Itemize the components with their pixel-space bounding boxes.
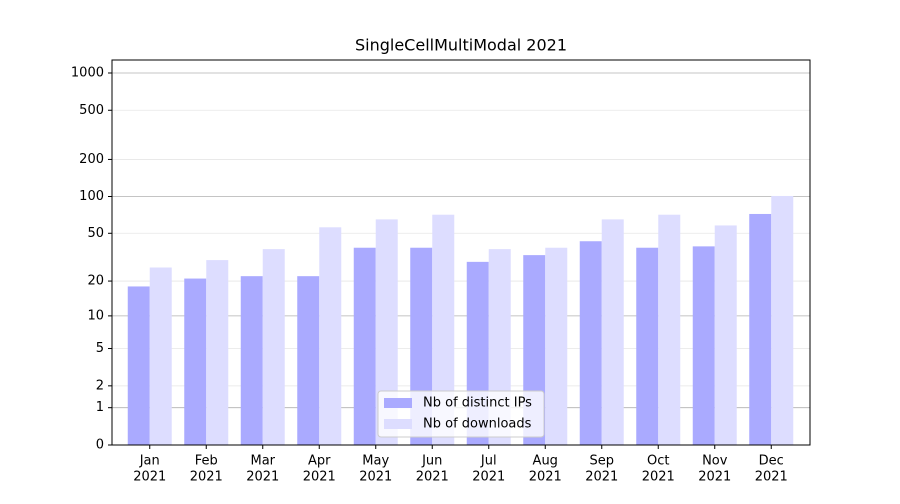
x-tick-label: 2021 (755, 470, 788, 485)
y-tick-label: 200 (79, 152, 104, 167)
bars (127, 195, 794, 445)
bar (206, 260, 229, 445)
bar (432, 214, 455, 445)
axes-frame (111, 59, 811, 446)
bar (545, 247, 568, 445)
legend-label: Nb of downloads (423, 417, 532, 432)
x-tick-label: 2021 (246, 470, 279, 485)
bar (714, 225, 737, 445)
legend-label: Nb of distinct IPs (423, 396, 532, 411)
bar (771, 195, 794, 445)
bar (579, 241, 602, 445)
y-tick-label: 5 (96, 341, 104, 356)
bar (636, 247, 659, 445)
axes: 01251020501002005001000Jan2021Feb2021Mar… (71, 65, 788, 484)
y-tick-label: 10 (87, 308, 104, 323)
x-tick-label: Feb (195, 454, 218, 469)
legend-swatch (384, 419, 412, 429)
bar (262, 249, 285, 445)
y-tick-label: 0 (96, 438, 104, 453)
x-tick-label: May (362, 454, 389, 469)
x-tick-label: Oct (647, 454, 669, 469)
y-tick-label: 2 (96, 378, 104, 393)
x-tick-label: Jun (421, 454, 442, 469)
legend-box (377, 390, 545, 438)
x-tick-label: 2021 (472, 470, 505, 485)
bar (692, 246, 715, 445)
x-tick-label: 2021 (698, 470, 731, 485)
bar (658, 214, 681, 445)
bar (319, 227, 342, 445)
y-tick-label: 20 (87, 274, 104, 289)
chart-title: SingleCellMultiModal 2021 (355, 36, 567, 55)
x-tick-label: Dec (759, 454, 784, 469)
x-tick-label: 2021 (303, 470, 336, 485)
bar (240, 276, 263, 445)
legend-swatch (384, 398, 412, 408)
bar (353, 247, 376, 445)
x-tick-label: 2021 (642, 470, 675, 485)
x-tick-label: Apr (308, 454, 331, 469)
y-tick-label: 50 (87, 226, 104, 241)
x-tick-label: 2021 (529, 470, 562, 485)
bar (601, 219, 624, 445)
x-tick-label: 2021 (190, 470, 223, 485)
y-tick-label: 1 (96, 400, 104, 415)
bar (375, 219, 398, 445)
x-tick-label: Sep (589, 454, 614, 469)
x-tick-label: Jul (480, 454, 497, 469)
bar (297, 276, 320, 445)
x-tick-label: 2021 (585, 470, 618, 485)
x-tick-label: Jan (139, 454, 160, 469)
x-tick-label: Aug (533, 454, 558, 469)
bar (749, 213, 772, 445)
y-tick-label: 100 (79, 189, 104, 204)
x-tick-label: 2021 (133, 470, 166, 485)
bar (127, 286, 150, 445)
bar (149, 267, 172, 445)
x-tick-label: Nov (702, 454, 728, 469)
legend: Nb of distinct IPs Nb of downloads (377, 390, 545, 438)
y-tick-label: 500 (79, 103, 104, 118)
y-tick-label: 1000 (71, 65, 104, 80)
x-tick-label: 2021 (359, 470, 392, 485)
bar (184, 278, 207, 445)
x-tick-label: 2021 (416, 470, 449, 485)
x-tick-label: Mar (250, 454, 275, 469)
